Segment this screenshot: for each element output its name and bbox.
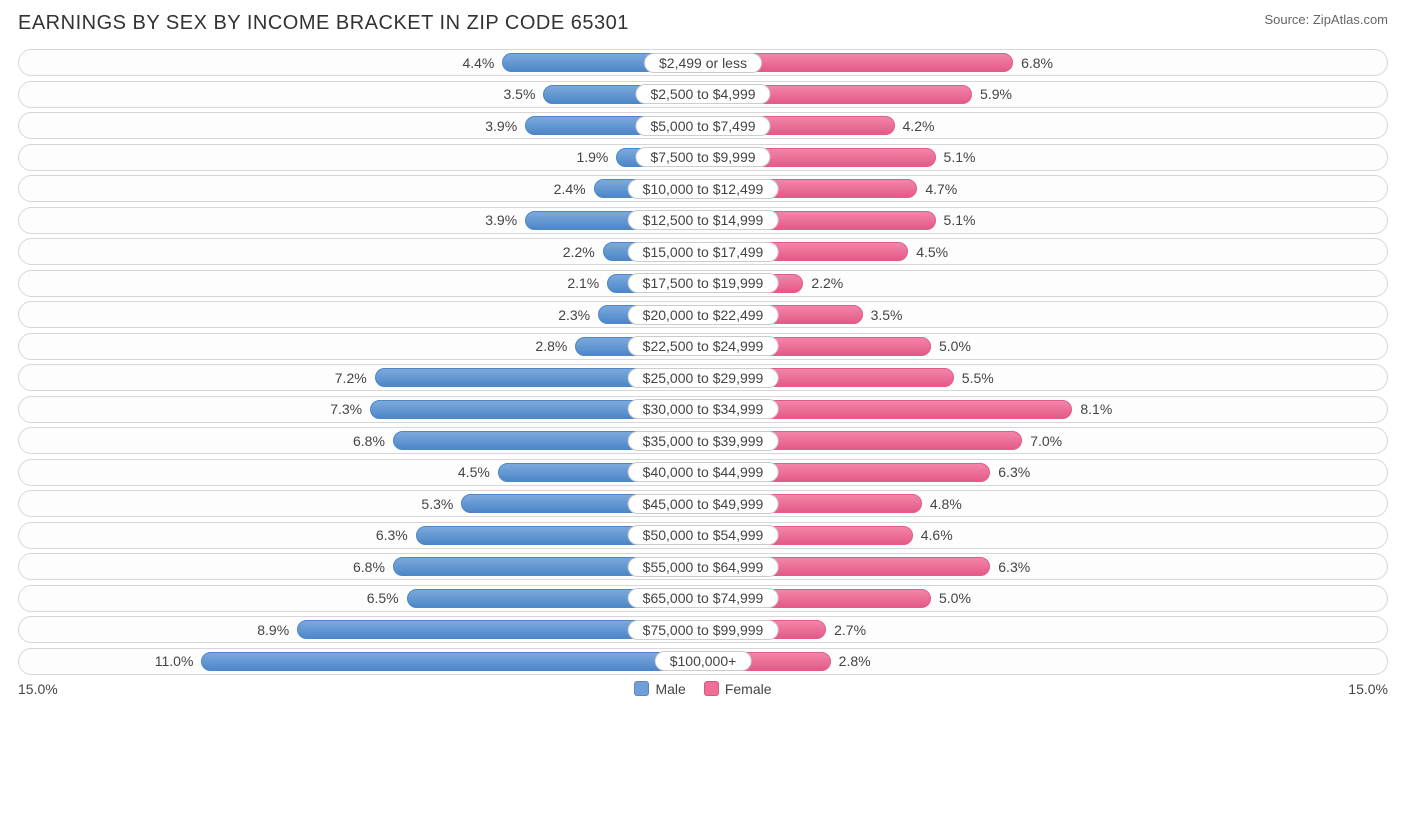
female-value-label: 5.5% — [962, 370, 994, 386]
legend: Male Female — [634, 681, 771, 697]
female-value-label: 3.5% — [871, 307, 903, 323]
bracket-label: $17,500 to $19,999 — [628, 273, 779, 293]
diverging-bar-chart: 4.4% 6.8% $2,499 or less 3.5% 5.9% $2,500 to … — [18, 49, 1388, 675]
legend-item-male: Male — [634, 681, 685, 697]
female-swatch-icon — [704, 681, 719, 696]
male-value-label: 2.3% — [558, 307, 590, 323]
bracket-label: $25,000 to $29,999 — [628, 368, 779, 388]
axis-left-max: 15.0% — [18, 681, 58, 697]
male-value-label: 1.9% — [576, 149, 608, 165]
bracket-label: $100,000+ — [655, 651, 752, 671]
male-value-label: 6.8% — [353, 433, 385, 449]
male-value-label: 2.1% — [567, 275, 599, 291]
female-value-label: 4.8% — [930, 496, 962, 512]
bracket-label: $7,500 to $9,999 — [635, 147, 770, 167]
female-value-label: 6.3% — [998, 464, 1030, 480]
bar-row: 3.9% 4.2% $5,000 to $7,499 — [18, 112, 1388, 139]
chart-title: EARNINGS BY SEX BY INCOME BRACKET IN ZIP… — [18, 12, 629, 35]
bracket-label: $50,000 to $54,999 — [628, 525, 779, 545]
bracket-label: $45,000 to $49,999 — [628, 494, 779, 514]
bar-row: 6.3% 4.6% $50,000 to $54,999 — [18, 522, 1388, 549]
bar-row: 7.3% 8.1% $30,000 to $34,999 — [18, 396, 1388, 423]
bracket-label: $2,500 to $4,999 — [635, 84, 770, 104]
bar-row: 1.9% 5.1% $7,500 to $9,999 — [18, 144, 1388, 171]
male-value-label: 2.2% — [563, 244, 595, 260]
female-value-label: 4.7% — [925, 181, 957, 197]
female-value-label: 2.7% — [834, 622, 866, 638]
bar-row: 2.8% 5.0% $22,500 to $24,999 — [18, 333, 1388, 360]
male-value-label: 7.3% — [330, 401, 362, 417]
male-value-label: 3.9% — [485, 118, 517, 134]
legend-item-female: Female — [704, 681, 772, 697]
bar-row: 2.1% 2.2% $17,500 to $19,999 — [18, 270, 1388, 297]
male-value-label: 6.8% — [353, 559, 385, 575]
bar-row: 2.2% 4.5% $15,000 to $17,499 — [18, 238, 1388, 265]
bracket-label: $20,000 to $22,499 — [628, 305, 779, 325]
bar-row: 8.9% 2.7% $75,000 to $99,999 — [18, 616, 1388, 643]
bracket-label: $65,000 to $74,999 — [628, 588, 779, 608]
bar-row: 4.4% 6.8% $2,499 or less — [18, 49, 1388, 76]
male-value-label: 4.5% — [458, 464, 490, 480]
bracket-label: $30,000 to $34,999 — [628, 399, 779, 419]
male-swatch-icon — [634, 681, 649, 696]
legend-label-female: Female — [725, 681, 772, 697]
bracket-label: $55,000 to $64,999 — [628, 557, 779, 577]
female-value-label: 7.0% — [1030, 433, 1062, 449]
male-value-label: 4.4% — [462, 55, 494, 71]
bracket-label: $5,000 to $7,499 — [635, 116, 770, 136]
female-value-label: 2.8% — [839, 653, 871, 669]
bar-row: 3.5% 5.9% $2,500 to $4,999 — [18, 81, 1388, 108]
female-value-label: 8.1% — [1080, 401, 1112, 417]
male-value-label: 3.5% — [503, 86, 535, 102]
bracket-label: $15,000 to $17,499 — [628, 242, 779, 262]
male-value-label: 6.3% — [376, 527, 408, 543]
bar-row: 7.2% 5.5% $25,000 to $29,999 — [18, 364, 1388, 391]
female-value-label: 4.2% — [903, 118, 935, 134]
chart-header: EARNINGS BY SEX BY INCOME BRACKET IN ZIP… — [18, 12, 1388, 35]
bar-row: 11.0% 2.8% $100,000+ — [18, 648, 1388, 675]
bar-row: 2.3% 3.5% $20,000 to $22,499 — [18, 301, 1388, 328]
male-value-label: 5.3% — [421, 496, 453, 512]
female-value-label: 6.3% — [998, 559, 1030, 575]
bar-row: 2.4% 4.7% $10,000 to $12,499 — [18, 175, 1388, 202]
chart-source: Source: ZipAtlas.com — [1264, 12, 1388, 27]
bracket-label: $35,000 to $39,999 — [628, 431, 779, 451]
male-value-label: 7.2% — [335, 370, 367, 386]
female-value-label: 4.6% — [921, 527, 953, 543]
chart-footer: 15.0% Male Female 15.0% — [18, 681, 1388, 697]
female-value-label: 5.0% — [939, 338, 971, 354]
female-value-label: 5.9% — [980, 86, 1012, 102]
male-value-label: 3.9% — [485, 212, 517, 228]
female-value-label: 5.1% — [944, 212, 976, 228]
bar-row: 4.5% 6.3% $40,000 to $44,999 — [18, 459, 1388, 486]
female-value-label: 6.8% — [1021, 55, 1053, 71]
bar-row: 6.8% 7.0% $35,000 to $39,999 — [18, 427, 1388, 454]
bracket-label: $75,000 to $99,999 — [628, 620, 779, 640]
bar-row: 6.8% 6.3% $55,000 to $64,999 — [18, 553, 1388, 580]
female-value-label: 5.0% — [939, 590, 971, 606]
axis-right-max: 15.0% — [1348, 681, 1388, 697]
bracket-label: $2,499 or less — [644, 53, 762, 73]
male-value-label: 2.8% — [535, 338, 567, 354]
legend-label-male: Male — [655, 681, 685, 697]
male-bar — [201, 652, 703, 671]
male-value-label: 2.4% — [554, 181, 586, 197]
male-value-label: 8.9% — [257, 622, 289, 638]
male-value-label: 6.5% — [367, 590, 399, 606]
bracket-label: $12,500 to $14,999 — [628, 210, 779, 230]
bracket-label: $40,000 to $44,999 — [628, 462, 779, 482]
bar-row: 6.5% 5.0% $65,000 to $74,999 — [18, 585, 1388, 612]
female-value-label: 2.2% — [811, 275, 843, 291]
bar-row: 3.9% 5.1% $12,500 to $14,999 — [18, 207, 1388, 234]
female-value-label: 5.1% — [944, 149, 976, 165]
male-value-label: 11.0% — [155, 653, 194, 669]
bracket-label: $10,000 to $12,499 — [628, 179, 779, 199]
bracket-label: $22,500 to $24,999 — [628, 336, 779, 356]
female-value-label: 4.5% — [916, 244, 948, 260]
bar-row: 5.3% 4.8% $45,000 to $49,999 — [18, 490, 1388, 517]
